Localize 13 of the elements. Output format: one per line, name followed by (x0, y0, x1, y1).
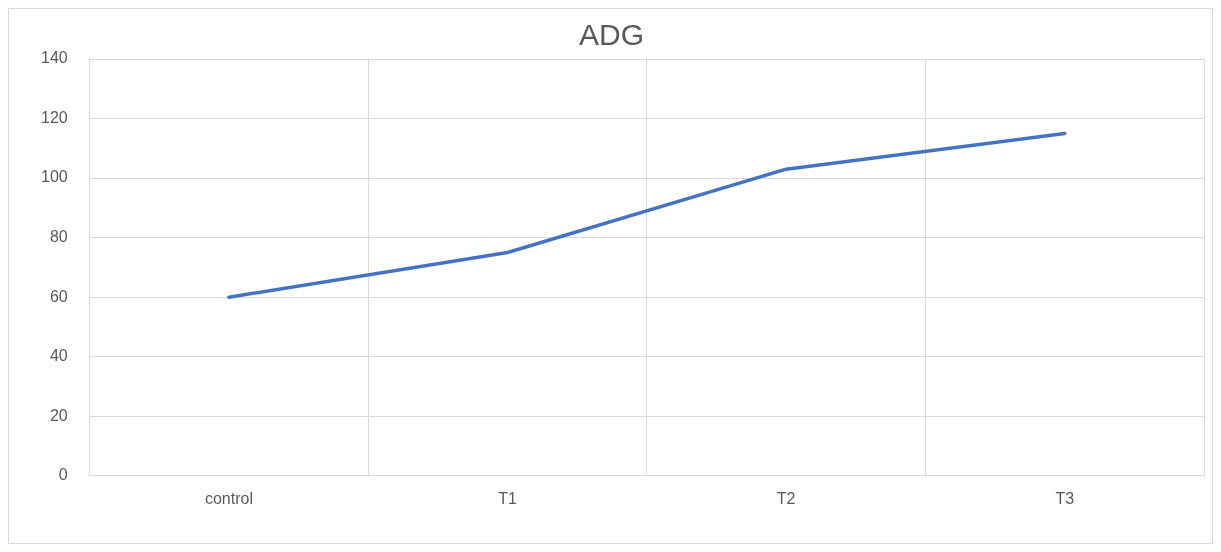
x-tick-label: T1 (498, 489, 517, 507)
y-tick-label: 40 (49, 347, 68, 365)
x-tick-label: T3 (1055, 489, 1075, 507)
y-tick-label: 0 (58, 466, 68, 484)
x-tick-label: control (204, 489, 253, 507)
y-tick-label: 80 (49, 228, 68, 246)
chart-title: ADG (578, 18, 645, 52)
y-tick-label: 100 (40, 168, 68, 186)
y-tick-label: 60 (49, 287, 68, 305)
x-tick-label: T2 (776, 489, 796, 507)
y-tick-label: 120 (40, 108, 68, 126)
y-tick-label: 20 (49, 406, 68, 424)
y-tick-label: 140 (40, 49, 68, 67)
